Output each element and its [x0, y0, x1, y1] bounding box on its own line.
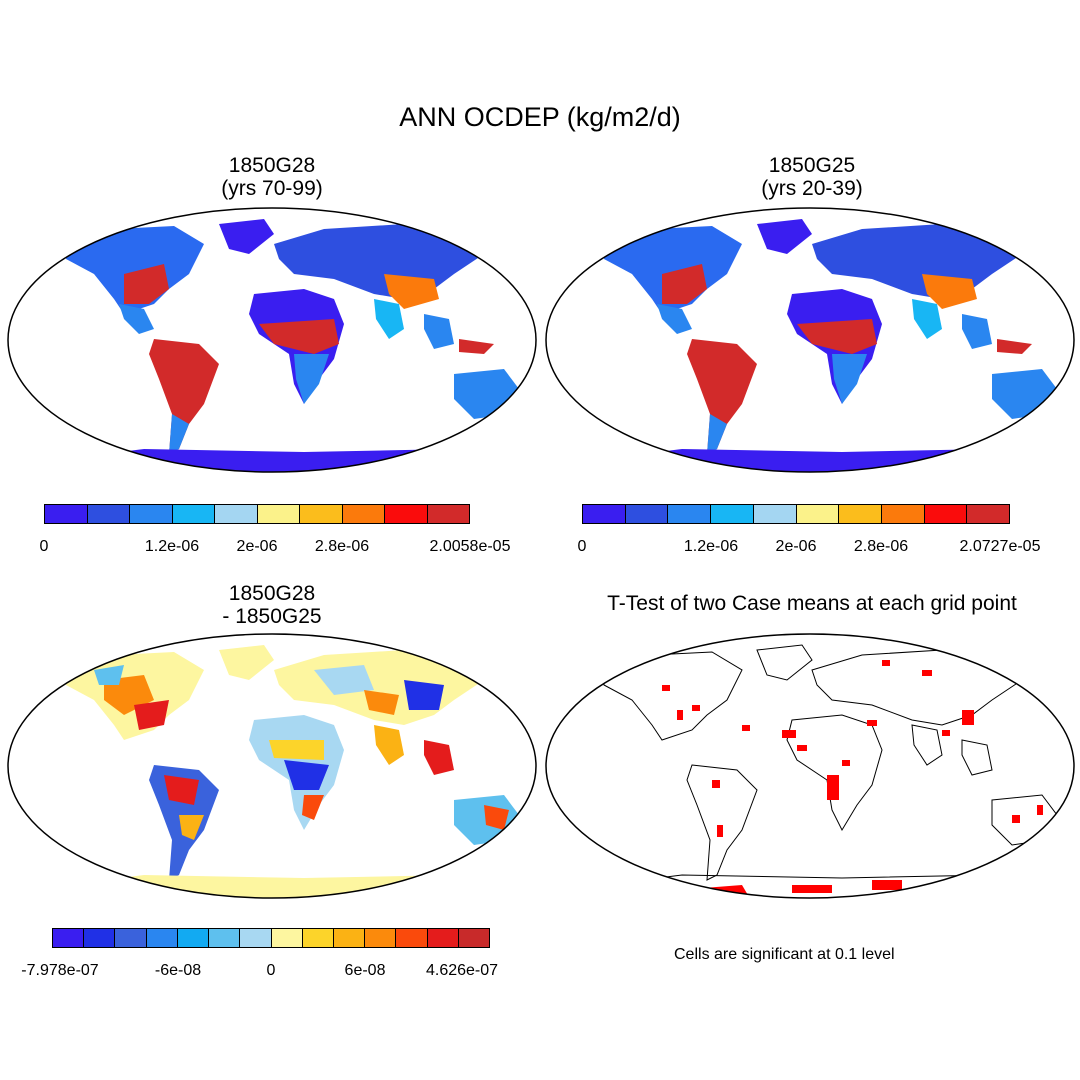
- panel-3-colorbar-label: 4.626e-07: [425, 962, 499, 979]
- colorbar-swatch: [302, 929, 334, 947]
- panel-3-colorbar-label: 0: [266, 962, 276, 979]
- panel-3-colorbar-label: 6e-08: [344, 962, 386, 979]
- panel-2-colorbar-label: 0: [577, 538, 587, 555]
- panel-2-title-line1: 1850G25: [768, 154, 856, 177]
- colorbar-swatch: [257, 505, 300, 523]
- panel-1-colorbar-label: 1.2e-06: [144, 538, 200, 555]
- panel-2-map: [545, 207, 1075, 473]
- colorbar-swatch: [84, 929, 116, 947]
- colorbar-swatch: [215, 505, 258, 523]
- panel-2-colorbar: [582, 504, 1010, 524]
- panel-3-title-line2: - 1850G25: [222, 605, 322, 628]
- panel-3-colorbar-label: -6e-08: [154, 962, 202, 979]
- panel-1-colorbar: [44, 504, 470, 524]
- panel-4-map: [545, 633, 1075, 899]
- panel-1-colorbar-label: 0: [39, 538, 49, 555]
- panel-1-colorbar-label: 2.8e-06: [314, 538, 370, 555]
- panel-3-title: 1850G28 - 1850G25: [0, 582, 544, 628]
- panel-2-colorbar-label: 2e-06: [775, 538, 817, 555]
- panel-3-colorbar-label: -7.978e-07: [21, 962, 99, 979]
- panel-4-title: T-Test of two Case means at each grid po…: [544, 592, 1080, 615]
- panel-1-title: 1850G28 (yrs 70-99): [0, 154, 544, 200]
- panel-2-colorbar-label: 1.2e-06: [683, 538, 739, 555]
- colorbar-swatch: [146, 929, 178, 947]
- colorbar-swatch: [668, 505, 712, 523]
- significance-note: Cells are significant at 0.1 level: [674, 946, 895, 963]
- panel-3-title-line1: 1850G28: [228, 582, 316, 605]
- panel-1-colorbar-label: 2e-06: [236, 538, 278, 555]
- panel-3-map: [7, 633, 537, 899]
- colorbar-swatch: [172, 505, 215, 523]
- panel-2-colorbar-label: 2.8e-06: [853, 538, 909, 555]
- colorbar-swatch: [342, 505, 385, 523]
- panel-4-title-line1: T-Test of two Case means at each grid po…: [607, 592, 1017, 615]
- colorbar-swatch: [583, 505, 626, 523]
- panel-3-colorbar: [52, 928, 490, 948]
- colorbar-swatch: [130, 505, 173, 523]
- colorbar-swatch: [365, 929, 397, 947]
- colorbar-swatch: [177, 929, 210, 947]
- figure-title: ANN OCDEP (kg/m2/d): [399, 102, 681, 132]
- colorbar-swatch: [625, 505, 669, 523]
- colorbar-swatch: [333, 929, 366, 947]
- colorbar-swatch: [385, 505, 428, 523]
- panel-1-colorbar-label: 2.0058e-05: [429, 538, 511, 555]
- colorbar-swatch: [271, 929, 303, 947]
- colorbar-swatch: [87, 505, 130, 523]
- colorbar-swatch: [796, 505, 840, 523]
- colorbar-swatch: [753, 505, 797, 523]
- panel-1-title-line2: (yrs 70-99): [221, 177, 323, 200]
- colorbar-swatch: [924, 505, 968, 523]
- panel-1-title-line1: 1850G28: [228, 154, 316, 177]
- colorbar-swatch: [300, 505, 343, 523]
- colorbar-swatch: [53, 929, 85, 947]
- colorbar-swatch: [458, 929, 490, 947]
- colorbar-swatch: [209, 929, 241, 947]
- panel-1-map: [7, 207, 537, 473]
- panel-2-title: 1850G25 (yrs 20-39): [544, 154, 1080, 200]
- panel-2-title-line2: (yrs 20-39): [761, 177, 863, 200]
- colorbar-swatch: [115, 929, 147, 947]
- colorbar-swatch: [427, 929, 459, 947]
- colorbar-swatch: [967, 505, 1010, 523]
- colorbar-swatch: [711, 505, 754, 523]
- colorbar-swatch: [881, 505, 925, 523]
- colorbar-swatch: [396, 929, 428, 947]
- colorbar-swatch: [45, 505, 88, 523]
- panel-2-colorbar-label: 2.0727e-05: [959, 538, 1041, 555]
- colorbar-swatch: [427, 505, 469, 523]
- colorbar-swatch: [240, 929, 272, 947]
- colorbar-swatch: [839, 505, 882, 523]
